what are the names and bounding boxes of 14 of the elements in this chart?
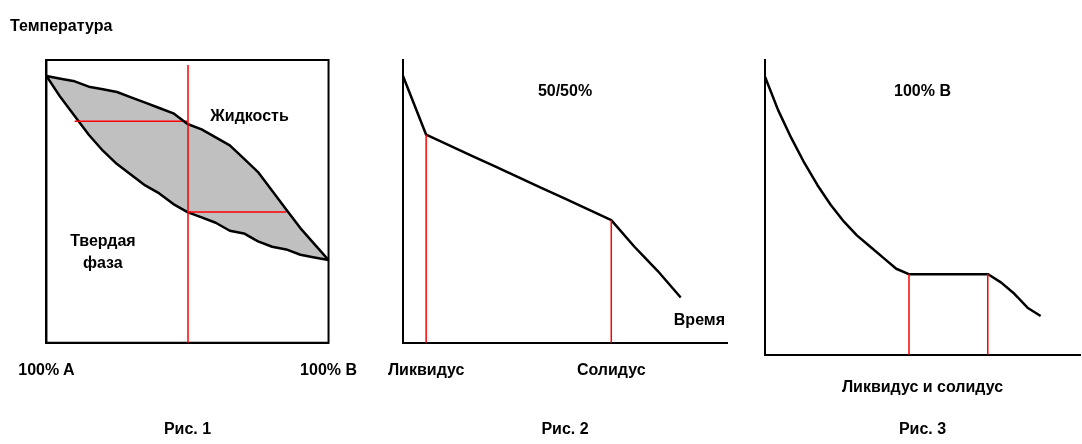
- annotation: Твердая фаза: [70, 231, 136, 271]
- text: Рис. 1: [163, 420, 212, 438]
- x-tick-label: Солидус: [576, 360, 646, 378]
- x-tick-label: 100% B: [300, 360, 357, 378]
- annotation: Жидкость: [209, 106, 289, 124]
- text: Рис. 2: [541, 420, 589, 438]
- x-axis-title: Ликвидус и солидус: [841, 378, 1004, 396]
- y-axis-title: Температура: [10, 17, 113, 35]
- chart-subtitle: 50/50%: [537, 82, 593, 100]
- x-axis-title: Время: [673, 311, 725, 329]
- chart-subtitle: 100% B: [894, 82, 951, 100]
- x-tick-label: 100% A: [18, 360, 76, 378]
- text: Рис. 3: [898, 420, 947, 438]
- x-tick-label: Ликвидус: [387, 360, 465, 378]
